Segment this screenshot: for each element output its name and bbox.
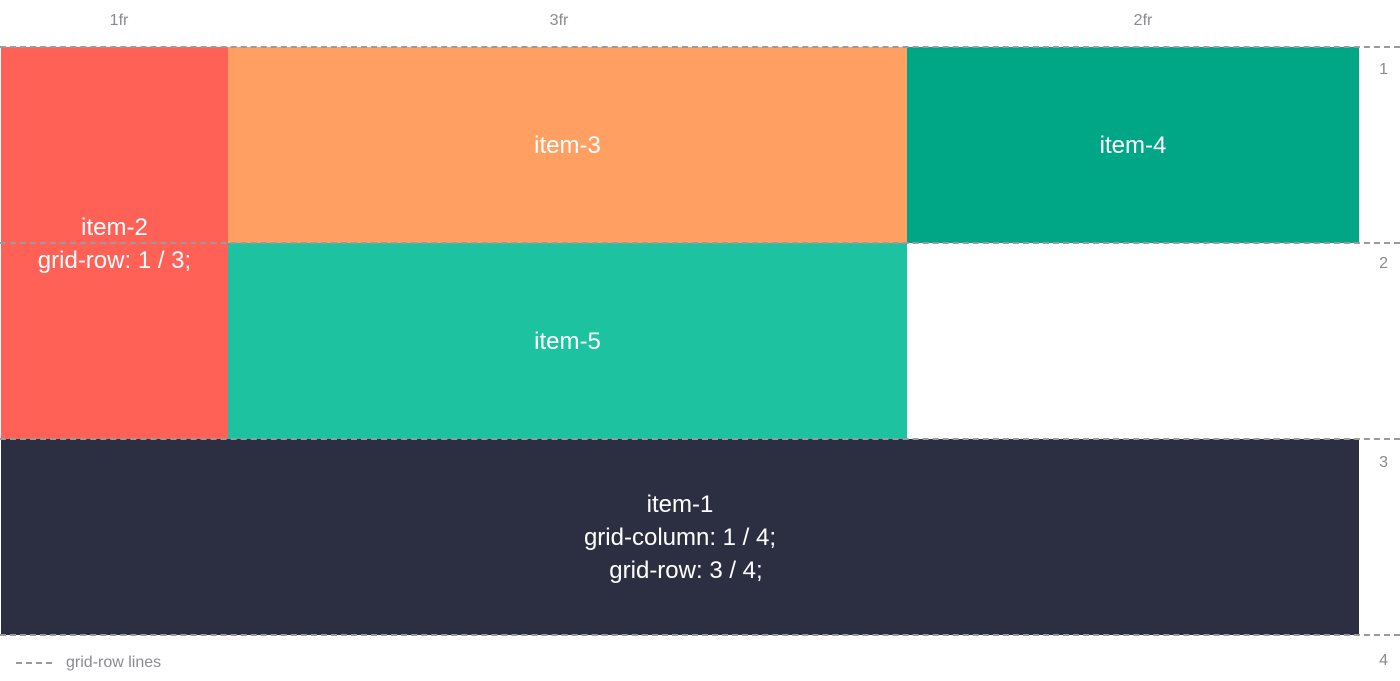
column-label-3: 2fr [1133, 12, 1153, 29]
grid-row-line-4 [0, 634, 1400, 636]
grid-item-5: item-5 [228, 243, 907, 439]
item-3-name: item-3 [534, 131, 601, 159]
item-1-grid-row: grid-row: 3 / 4; [609, 556, 763, 584]
grid-item-4: item-4 [907, 47, 1359, 243]
row-label-2: 2 [1379, 255, 1388, 272]
grid-item-3: item-3 [228, 47, 907, 243]
item-2-grid-row: grid-row: 1 / 3; [37, 247, 192, 274]
legend-label: grid-row lines [66, 654, 162, 671]
grid-item-1: item-1 grid-column: 1 / 4; grid-row: 3 /… [1, 439, 1359, 635]
grid-row-line-1 [0, 46, 1400, 48]
column-label-1: 1fr [109, 12, 129, 29]
item-1-grid-column: grid-column: 1 / 4; [583, 523, 777, 551]
item-5-name: item-5 [534, 327, 601, 355]
item-4-name: item-4 [1099, 131, 1167, 159]
row-label-3: 3 [1379, 454, 1388, 471]
item-2-name: item-2 [81, 214, 148, 241]
row-label-4: 4 [1379, 652, 1388, 669]
row-label-1: 1 [1379, 61, 1388, 78]
legend: grid-row lines [16, 654, 161, 672]
item-1-name: item-1 [646, 490, 714, 518]
grid-row-line-3 [0, 438, 1400, 440]
legend-dash-icon [16, 662, 52, 664]
grid-row-line-2 [0, 242, 1400, 244]
column-label-2: 3fr [549, 12, 569, 29]
